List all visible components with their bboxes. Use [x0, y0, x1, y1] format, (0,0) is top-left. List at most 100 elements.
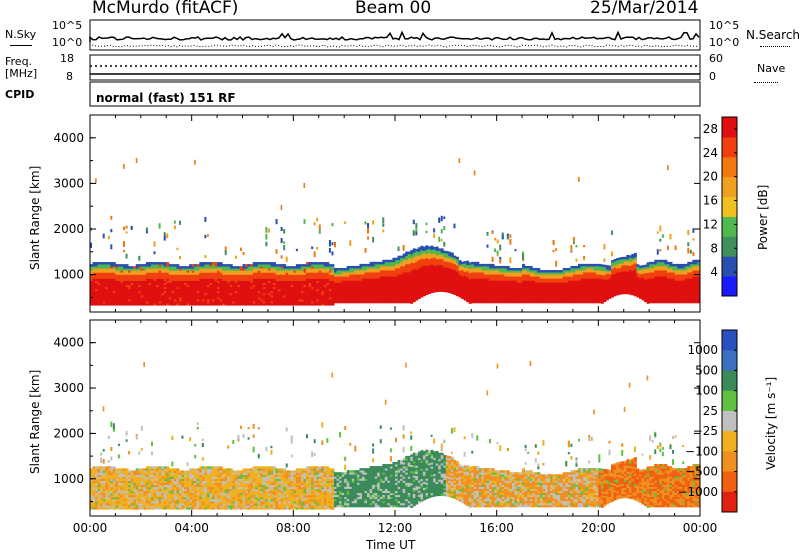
data-cell — [684, 263, 688, 267]
data-cell — [489, 274, 492, 277]
data-cell — [250, 266, 254, 269]
data-cell — [631, 253, 635, 257]
data-cell — [605, 269, 609, 272]
data-cell — [105, 274, 109, 277]
data-cell — [168, 270, 172, 273]
data-cell — [603, 277, 607, 280]
data-cell — [623, 269, 627, 272]
data-cell — [255, 301, 259, 304]
data-cell — [450, 291, 454, 295]
data-cell — [395, 274, 398, 277]
data-cell — [415, 265, 419, 268]
data-cell — [245, 282, 248, 286]
freq-unit: [MHz] — [5, 67, 38, 80]
data-cell — [578, 272, 581, 275]
data-cell — [173, 299, 177, 302]
data-cell — [595, 274, 599, 277]
data-cell — [578, 176, 580, 182]
data-cell — [367, 278, 370, 281]
data-cell — [247, 270, 251, 273]
data-cell — [623, 277, 627, 280]
data-cell — [125, 288, 129, 292]
data-cell — [567, 294, 571, 298]
data-cell — [199, 303, 203, 306]
data-cell — [138, 292, 142, 296]
data-cell — [229, 284, 233, 288]
data-cell — [344, 276, 348, 279]
data-cell — [395, 267, 398, 271]
data-cell — [501, 280, 505, 283]
data-cell — [438, 277, 442, 280]
data-cell — [562, 276, 566, 279]
data-cell — [659, 284, 663, 287]
data-cell — [90, 266, 93, 269]
data-cell — [336, 267, 340, 271]
data-cell — [456, 283, 459, 286]
data-cell — [260, 272, 264, 275]
data-cell — [153, 266, 157, 269]
data-cell — [227, 278, 231, 281]
data-cell — [410, 266, 414, 269]
data-cell — [318, 264, 322, 267]
data-cell — [544, 294, 548, 298]
data-cell — [90, 272, 93, 275]
data-cell — [562, 298, 566, 302]
data-cell — [677, 282, 681, 285]
data-cell — [163, 280, 167, 283]
data-cell — [128, 301, 132, 304]
data-cell — [425, 276, 429, 279]
data-cell — [97, 286, 101, 290]
data-cell — [295, 270, 299, 273]
data-cell — [572, 300, 576, 304]
data-cell — [323, 294, 327, 298]
data-cell — [415, 252, 419, 256]
data-cell — [280, 276, 284, 279]
data-cell — [550, 280, 553, 283]
data-cell — [450, 273, 454, 276]
data-cell — [590, 286, 594, 289]
data-cell — [374, 270, 378, 273]
data-cell — [298, 282, 302, 286]
data-cell — [580, 284, 584, 287]
data-cell — [674, 274, 678, 277]
data-cell — [443, 260, 447, 264]
data-cell — [344, 300, 348, 304]
data-cell — [217, 296, 221, 300]
data-cell — [204, 299, 208, 302]
data-cell — [265, 233, 268, 240]
data-cell — [364, 278, 368, 281]
data-cell — [692, 276, 696, 279]
data-cell — [163, 266, 167, 269]
data-cell — [387, 261, 391, 265]
data-cell — [227, 276, 231, 279]
data-cell — [649, 267, 653, 271]
data-cell — [199, 266, 203, 269]
data-cell — [112, 303, 116, 306]
data-cell — [646, 291, 650, 294]
data-cell — [255, 262, 259, 265]
data-cell — [616, 290, 620, 294]
data-cell — [415, 285, 419, 289]
data-cell — [166, 278, 170, 281]
data-cell — [491, 286, 495, 289]
data-cell — [509, 290, 513, 294]
data-cell — [555, 290, 559, 294]
data-cell — [209, 288, 213, 292]
data-cell — [428, 271, 431, 274]
data-cell — [453, 259, 457, 263]
data-cell — [430, 266, 434, 269]
data-cell — [468, 262, 472, 265]
data-cell — [125, 282, 129, 286]
data-cell — [639, 279, 642, 283]
data-cell — [369, 286, 373, 289]
data-cell — [430, 288, 434, 292]
data-cell — [321, 292, 325, 296]
data-cell — [425, 286, 429, 289]
data-cell — [422, 293, 426, 297]
data-cell — [628, 277, 632, 281]
data-cell — [374, 288, 378, 291]
data-cell — [247, 274, 251, 277]
data-cell — [156, 286, 160, 290]
data-cell — [588, 286, 592, 289]
data-cell — [331, 266, 335, 269]
